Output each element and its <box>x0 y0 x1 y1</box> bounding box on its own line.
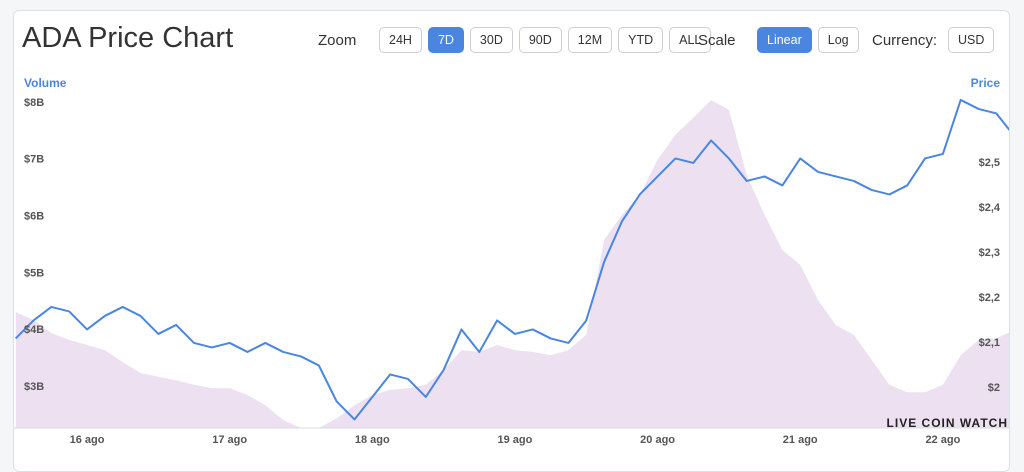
x-tick-label: 21 ago <box>783 434 818 446</box>
y-tick-label: $5B <box>24 267 44 279</box>
y-tick-label: $6B <box>24 211 44 223</box>
zoom-button[interactable]: 7D <box>427 27 464 53</box>
watermark: LIVE COIN WATCH <box>887 416 1008 430</box>
zoom-button[interactable]: 90D <box>518 27 562 53</box>
y2-tick-label: $2,5 <box>979 157 1000 169</box>
scale-button[interactable]: Linear <box>757 27 812 53</box>
y2-tick-label: $2 <box>988 382 1000 394</box>
volume-area <box>15 100 1009 428</box>
x-tick-label: 20 ago <box>640 434 675 446</box>
y-tick-label: $4B <box>24 324 44 336</box>
x-tick-label: 17 ago <box>212 434 247 446</box>
x-tick-label: 22 ago <box>925 434 960 446</box>
x-tick-label: 19 ago <box>498 434 533 446</box>
y-tick-label: $8B <box>24 97 44 109</box>
price-line <box>14 98 1009 421</box>
y2-tick-label: $2,3 <box>979 247 1000 259</box>
scale-group: Linear Log <box>757 27 859 53</box>
currency-group: USD <box>948 27 995 53</box>
zoom-label: Zoom <box>318 32 357 49</box>
scale-label: Scale <box>698 32 736 49</box>
x-tick-label: 16 ago <box>70 434 105 446</box>
zoom-button[interactable]: ALL <box>669 27 712 53</box>
chart-title: ADA Price Chart <box>22 22 234 54</box>
y2-tick-label: $2,2 <box>979 292 1000 304</box>
y-tick-label: $7B <box>24 154 44 166</box>
scale-button[interactable]: Log <box>817 27 859 53</box>
currency-button[interactable]: USD <box>948 27 995 53</box>
y2-axis-label: Price <box>971 76 1001 90</box>
y-axis-label: Volume <box>24 76 67 90</box>
zoom-button[interactable]: 24H <box>379 27 422 53</box>
zoom-button[interactable]: 12M <box>567 27 613 53</box>
y2-tick-label: $2,4 <box>979 202 1001 214</box>
zoom-group: 24H 7D 30D 90D 12M YTD ALL <box>379 27 712 53</box>
x-tick-label: 18 ago <box>355 434 390 446</box>
zoom-button[interactable]: 30D <box>469 27 513 53</box>
y-tick-label: $3B <box>24 381 44 393</box>
zoom-button[interactable]: YTD <box>618 27 664 53</box>
y2-tick-label: $2,1 <box>979 337 1000 349</box>
currency-label: Currency: <box>872 32 938 49</box>
plot-area <box>14 98 1009 428</box>
